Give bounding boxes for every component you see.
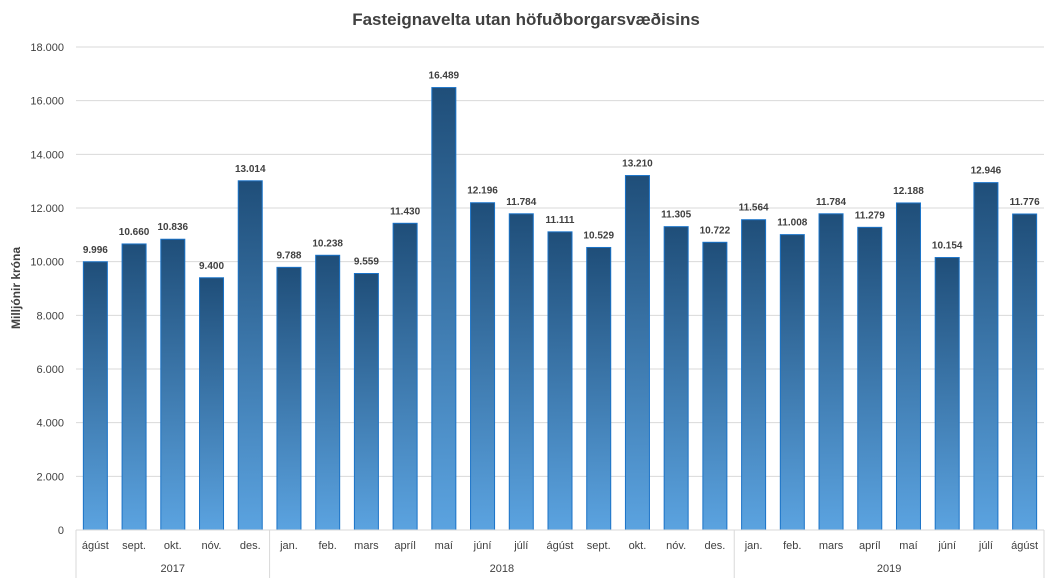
bar	[586, 246, 612, 531]
bar	[741, 219, 767, 531]
bar	[392, 222, 418, 531]
x-tick-label: apríl	[859, 540, 880, 552]
bar	[276, 266, 302, 531]
year-group-label: 2017	[161, 563, 185, 575]
y-tick-label: 0	[58, 525, 64, 537]
data-label: 11.430	[390, 206, 420, 217]
x-tick-label: feb.	[783, 540, 801, 552]
bar	[199, 277, 225, 531]
x-tick-label: okt.	[629, 540, 647, 552]
data-label: 9.559	[354, 257, 379, 268]
data-label: 11.784	[816, 197, 846, 208]
bar	[508, 213, 534, 531]
x-tick-label: ágúst	[547, 540, 574, 552]
data-label: 10.154	[932, 241, 963, 252]
bar	[663, 226, 689, 531]
x-tick-label: nóv.	[666, 540, 686, 552]
data-label: 11.279	[855, 210, 885, 221]
bar	[1012, 213, 1038, 531]
x-tick-label: júlí	[978, 540, 993, 552]
data-label: 9.788	[276, 250, 301, 261]
data-label: 10.660	[119, 227, 150, 238]
data-label: 12.946	[971, 166, 1002, 177]
bar	[779, 234, 805, 531]
x-tick-label: des.	[240, 540, 261, 552]
y-tick-labels: 0 2.000 4.000 6.000 8.000 10.000 12.000 14.000 1…	[30, 42, 64, 537]
year-group-label: 2019	[877, 563, 901, 575]
data-label: 11.564	[739, 203, 769, 214]
bar	[702, 241, 728, 531]
year-group-label: 2018	[490, 563, 514, 575]
x-tick-label: okt.	[164, 540, 182, 552]
data-label: 10.722	[700, 225, 731, 236]
y-tick-label: 14.000	[30, 149, 64, 161]
x-tick-label: nóv.	[202, 540, 222, 552]
data-label: 10.836	[158, 222, 189, 233]
data-label: 12.188	[893, 186, 924, 197]
bar	[431, 87, 457, 531]
x-tick-label: mars	[354, 540, 379, 552]
chart-title: Fasteignavelta utan höfuðborgarsvæðisins	[352, 10, 700, 29]
data-label: 11.111	[546, 215, 575, 226]
x-tick-label: júlí	[513, 540, 528, 552]
bar	[160, 238, 186, 531]
x-tick-label: júní	[473, 540, 492, 552]
x-tick-label: mars	[819, 540, 844, 552]
bar	[82, 261, 108, 531]
y-tick-label: 6.000	[36, 364, 64, 376]
y-tick-label: 4.000	[36, 418, 64, 430]
x-tick-label: júní	[937, 540, 956, 552]
bar	[470, 202, 496, 531]
x-tick-label: maí	[899, 540, 917, 552]
bar	[857, 226, 883, 531]
bar	[895, 202, 921, 531]
y-tick-label: 18.000	[30, 42, 64, 54]
data-label: 11.305	[661, 210, 691, 221]
x-tick-label: ágúst	[82, 540, 109, 552]
y-axis-label: Milljónir króna	[9, 247, 23, 329]
x-tick-label: sept.	[122, 540, 146, 552]
x-tick-label: apríl	[394, 540, 415, 552]
data-label: 11.776	[1010, 197, 1040, 208]
data-labels: 9.996 10.660 10.836 9.400 13.014 9.788 10.238 9…	[83, 71, 1040, 272]
x-tick-label: sept.	[587, 540, 611, 552]
data-label: 11.008	[777, 218, 807, 229]
data-label: 16.489	[429, 71, 460, 82]
y-tick-label: 10.000	[30, 257, 64, 269]
bar	[973, 182, 999, 531]
x-tick-label: jan.	[744, 540, 763, 552]
data-label: 9.400	[199, 261, 224, 272]
bar	[315, 254, 341, 531]
bar	[121, 243, 147, 531]
x-tick-label: des.	[704, 540, 725, 552]
y-tick-label: 12.000	[30, 203, 64, 215]
bar	[237, 180, 263, 531]
y-tick-label: 16.000	[30, 96, 64, 108]
data-label: 13.014	[235, 164, 266, 175]
data-label: 11.784	[506, 197, 536, 208]
bar	[624, 175, 650, 531]
bar	[547, 231, 573, 531]
x-axis: ágúst sept. okt. nóv. des. jan. feb. mars apríl m…	[75, 529, 1045, 578]
bar	[934, 257, 960, 531]
y-tick-label: 8.000	[36, 310, 64, 322]
data-label: 10.529	[583, 230, 614, 241]
data-label: 10.238	[312, 238, 343, 249]
x-tick-label: jan.	[279, 540, 298, 552]
y-tick-label: 2.000	[36, 471, 64, 483]
x-tick-label: maí	[435, 540, 453, 552]
x-tick-label: feb.	[319, 540, 337, 552]
data-label: 13.210	[622, 159, 653, 170]
x-tick-label: ágúst	[1011, 540, 1038, 552]
bar	[353, 273, 379, 531]
data-label: 12.196	[467, 186, 498, 197]
data-label: 9.996	[83, 245, 108, 256]
bar	[818, 213, 844, 531]
